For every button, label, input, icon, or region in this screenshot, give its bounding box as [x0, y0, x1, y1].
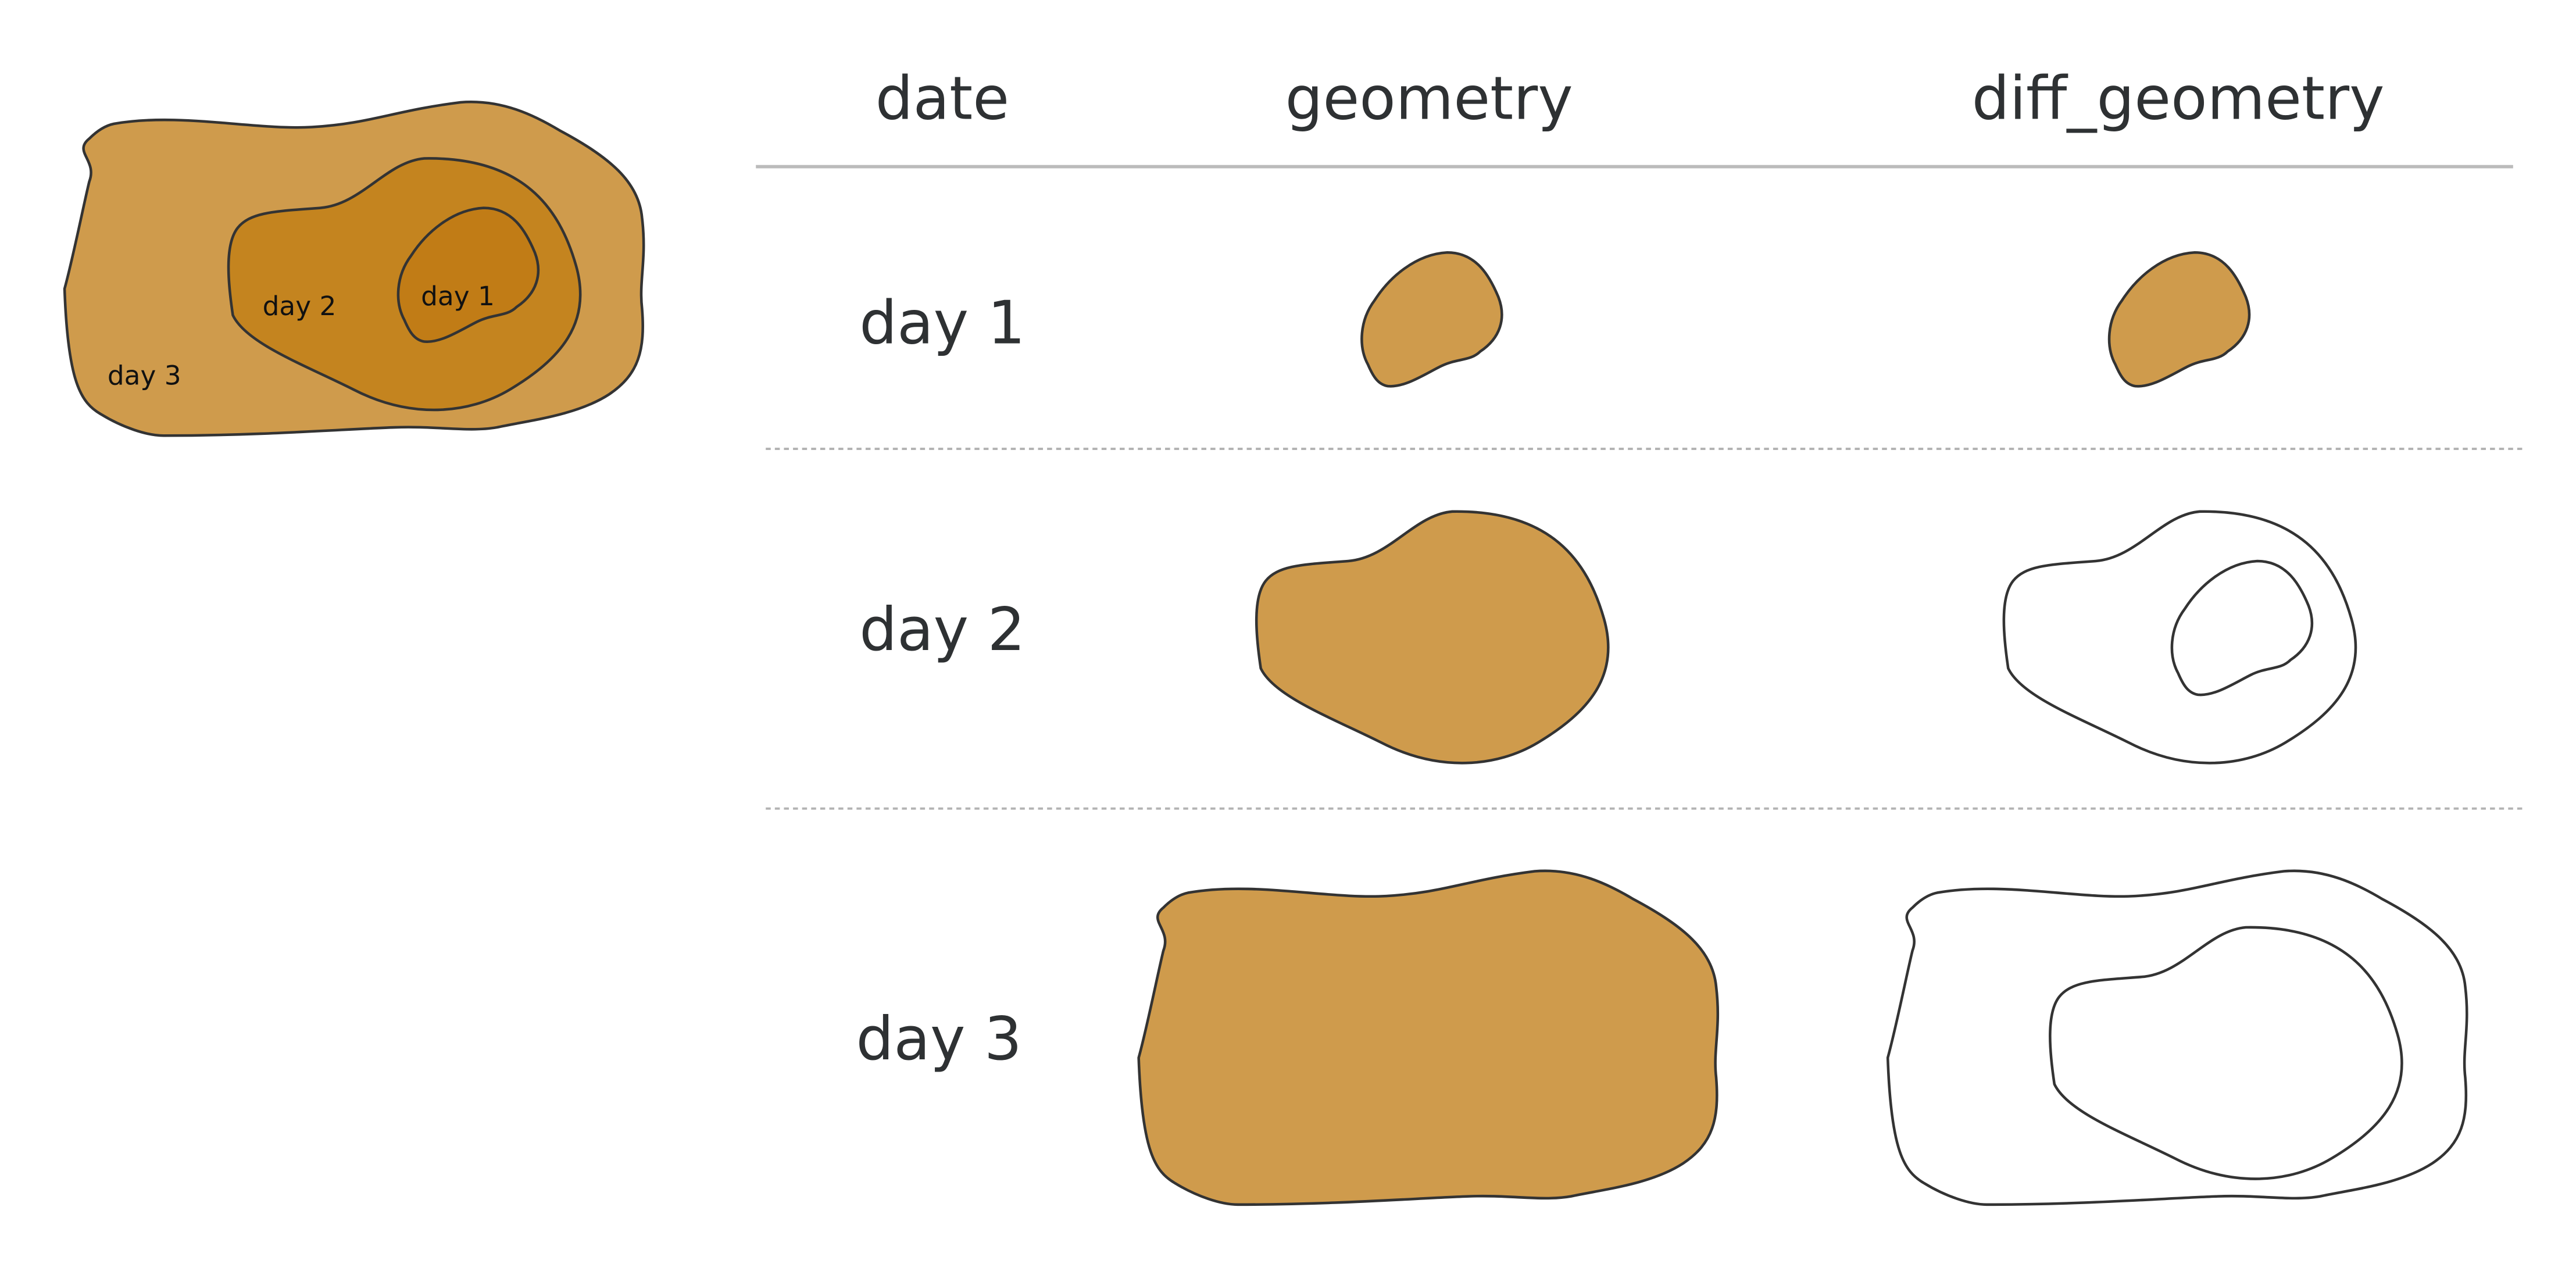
row-label-day3: day 3 — [856, 1005, 1022, 1074]
inset-label-day1: day 1 — [421, 281, 495, 312]
table-row: day 2 — [859, 512, 2356, 763]
header-diff-geometry: diff_geometry — [1972, 64, 2385, 133]
inset-label-day3: day 3 — [108, 360, 181, 391]
geometry-day3 — [1139, 871, 1718, 1205]
diff-geometry-day1 — [2109, 252, 2249, 386]
inset-diagram: day 3 day 2 day 1 — [65, 102, 644, 435]
geometry-day1 — [1362, 252, 1502, 386]
diff-geometry-day2 — [2004, 512, 2356, 763]
geometry-day2 — [1256, 512, 1608, 763]
table-row: day 3 — [856, 871, 2467, 1205]
diff-geometry-day3 — [1888, 871, 2467, 1205]
table-row: day 1 — [859, 252, 2249, 386]
row-label-day2: day 2 — [859, 595, 1025, 665]
header-date: date — [876, 64, 1009, 133]
row-label-day1: day 1 — [859, 288, 1025, 358]
header-geometry: geometry — [1285, 64, 1573, 133]
inset-label-day2: day 2 — [263, 291, 337, 322]
table-header: date geometry diff_geometry — [756, 64, 2513, 169]
